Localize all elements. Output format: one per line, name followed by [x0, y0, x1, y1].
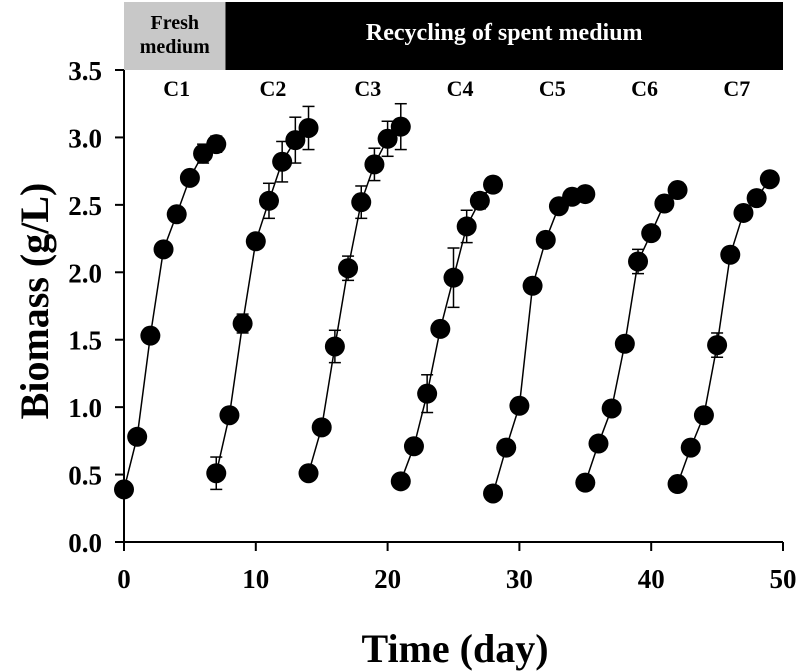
y-tick-label: 3.5 [68, 56, 102, 86]
y-tick-label: 2.0 [68, 258, 102, 288]
data-point [588, 433, 609, 454]
data-point [733, 202, 754, 223]
data-point [469, 190, 490, 211]
y-tick-label: 1.0 [68, 393, 102, 423]
data-point [140, 325, 161, 346]
data-point [258, 190, 279, 211]
x-axis-label: Time (day) [361, 626, 548, 671]
data-point [298, 463, 319, 484]
x-tick-label: 10 [242, 564, 269, 594]
cycle-label: C4 [447, 76, 474, 101]
data-point [628, 251, 649, 272]
series-c3 [298, 102, 411, 484]
data-point [509, 395, 530, 416]
data-point [364, 154, 385, 175]
data-point [575, 184, 596, 205]
data-point [535, 229, 556, 250]
data-point [746, 188, 767, 209]
x-tick-label: 40 [638, 564, 665, 594]
data-point [311, 417, 332, 438]
data-point [483, 483, 504, 504]
series-c2 [206, 105, 319, 491]
banner-label: Recycling of spent medium [366, 20, 643, 46]
y-axis-label: Biomass (g/L) [12, 183, 57, 420]
data-point [245, 231, 266, 252]
data-point [680, 437, 701, 458]
cycle-label: C7 [723, 76, 750, 101]
data-point [575, 472, 596, 493]
data-point [272, 151, 293, 172]
data-point [285, 130, 306, 151]
x-tick-label: 50 [770, 564, 797, 594]
data-point [179, 167, 200, 188]
data-point [693, 405, 714, 426]
y-tick-label: 1.5 [68, 326, 102, 356]
data-point [667, 180, 688, 201]
series-c6 [575, 180, 688, 493]
data-point [641, 223, 662, 244]
data-point [338, 258, 359, 279]
data-point [390, 116, 411, 137]
data-point [601, 398, 622, 419]
data-point [417, 383, 438, 404]
data-point [153, 239, 174, 260]
data-point [430, 318, 451, 339]
x-tick-label: 20 [374, 564, 401, 594]
data-point [614, 333, 635, 354]
data-point [667, 474, 688, 495]
x-tick-label: 30 [506, 564, 533, 594]
series-c1 [114, 134, 227, 500]
data-point [403, 436, 424, 457]
data-point [522, 275, 543, 296]
data-point [483, 174, 504, 195]
y-tick-label: 0.0 [68, 528, 102, 558]
data-point [324, 336, 345, 357]
data-point [206, 134, 227, 155]
cycle-label: C6 [631, 76, 658, 101]
axes [115, 69, 784, 551]
cycle-label: C1 [163, 76, 190, 101]
cycle-label: C5 [539, 76, 566, 101]
data-point [232, 313, 253, 334]
data-point [377, 128, 398, 149]
banner-block [225, 2, 784, 70]
data-point [496, 437, 517, 458]
data-point [443, 267, 464, 288]
phase-banner: Fresh medium Recycling of spent medium [124, 2, 784, 70]
series-c7 [667, 169, 780, 495]
y-tick-label: 3.0 [68, 123, 102, 153]
data-point [351, 192, 372, 213]
cycle-label: C2 [259, 76, 286, 101]
data-point [166, 204, 187, 225]
banner-label: Fresh medium [140, 12, 210, 58]
y-tick-label: 0.5 [68, 461, 102, 491]
data-point [759, 169, 780, 190]
data-point [720, 244, 741, 265]
tick-labels: 0 10 20 30 40 50 0.0 0.5 1.0 1.5 2.0 2.5 3.0 3.5 [68, 56, 796, 594]
series-c5 [483, 184, 596, 504]
series-c4 [390, 174, 504, 492]
data-point [206, 463, 227, 484]
data-series [114, 102, 780, 504]
banner-block [124, 2, 226, 70]
y-tick-label: 2.5 [68, 191, 102, 221]
cycle-label: C3 [354, 76, 381, 101]
data-point [654, 193, 675, 214]
data-point [298, 117, 319, 138]
data-point [114, 479, 134, 500]
data-point [390, 471, 411, 492]
x-tick-label: 0 [117, 564, 131, 594]
cycle-labels: C1 C2 C3 C4 C5 C6 C7 [163, 76, 750, 101]
data-point [456, 216, 477, 237]
data-point [707, 335, 728, 356]
data-point [219, 405, 240, 426]
data-point [127, 426, 148, 447]
